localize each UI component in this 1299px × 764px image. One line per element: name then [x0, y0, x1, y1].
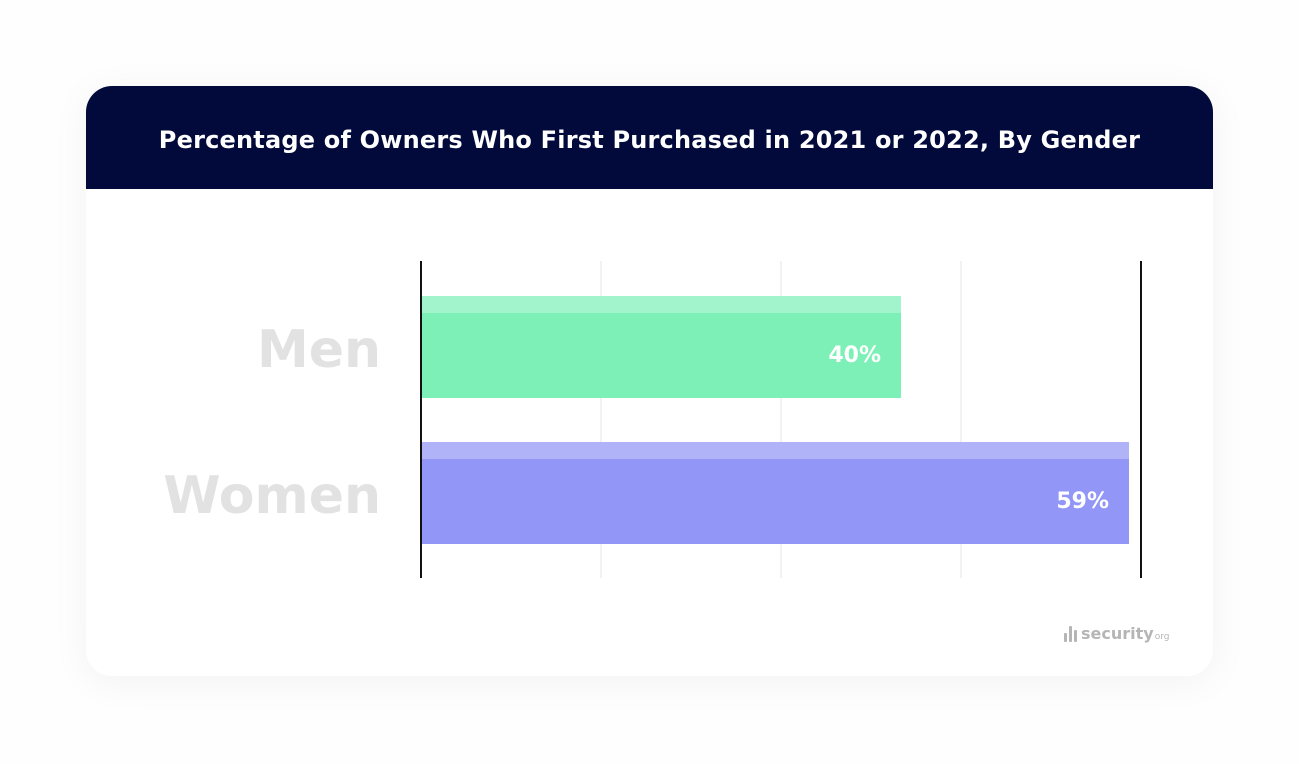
chart-header: Percentage of Owners Who First Purchased… — [86, 86, 1213, 189]
category-label-men: Men — [257, 320, 381, 380]
bar-highlight-men — [421, 296, 901, 313]
chart-card: Percentage of Owners Who First Purchased… — [86, 86, 1213, 676]
logo-text: security — [1081, 624, 1154, 643]
chart-title: Percentage of Owners Who First Purchased… — [158, 125, 1141, 154]
bar-highlight-women — [421, 442, 1129, 459]
value-label-men: 40% — [828, 343, 881, 368]
bar-chart: 40% Men 59% Women — [163, 261, 1142, 578]
category-label-women: Women — [163, 466, 381, 526]
value-label-women: 59% — [1056, 489, 1109, 514]
security-bars-icon — [1064, 625, 1077, 642]
logo-suffix: org — [1154, 631, 1170, 642]
security-logo: security org — [1064, 624, 1169, 643]
